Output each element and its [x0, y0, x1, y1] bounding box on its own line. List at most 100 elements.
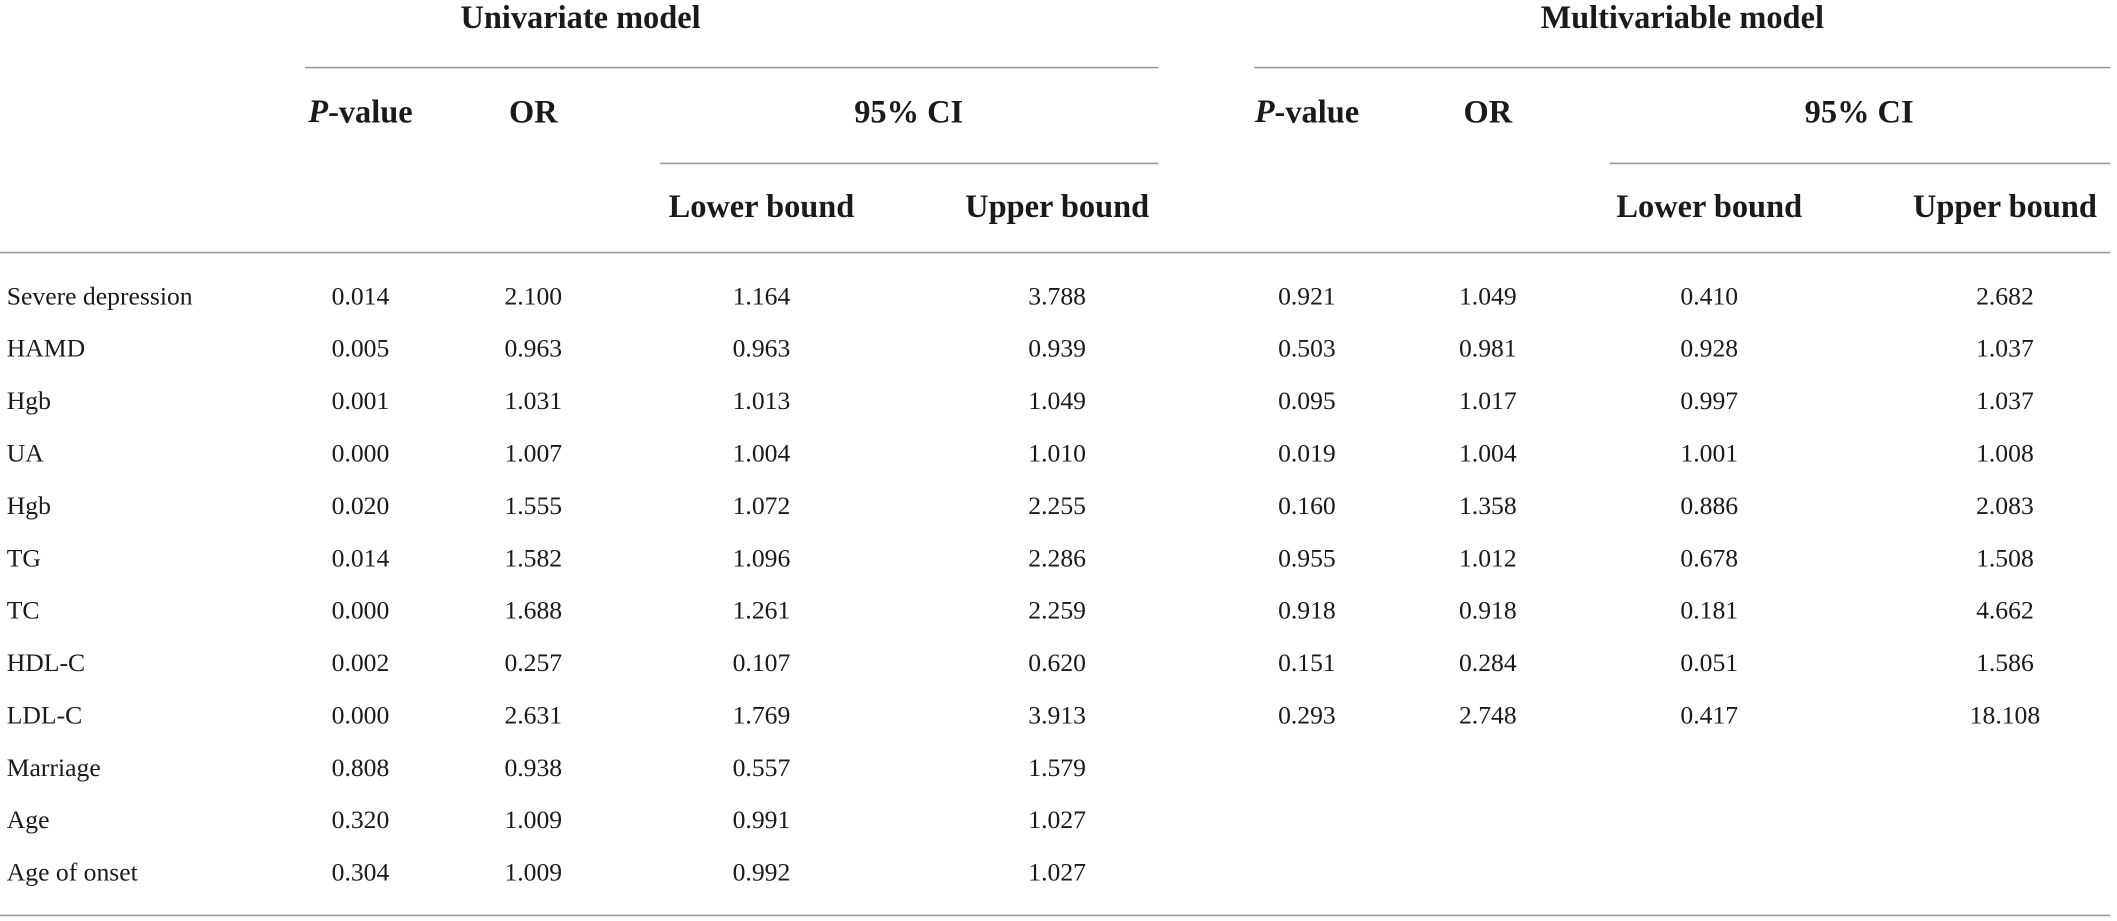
row-label: HDL-C [7, 648, 85, 677]
column-header: 95% CI [854, 94, 963, 130]
cell: 4.662 [1976, 596, 2034, 625]
cell: 0.181 [1680, 596, 1738, 625]
cell: 0.918 [1278, 596, 1336, 625]
cell: 0.000 [332, 439, 390, 468]
row-label: UA [7, 439, 45, 468]
column-header: P-value [307, 94, 412, 130]
cell: 1.582 [504, 543, 562, 572]
cell: 1.012 [1459, 543, 1517, 572]
cell: 18.108 [1970, 700, 2041, 729]
cell: 2.083 [1976, 491, 2034, 520]
cell: 1.027 [1028, 805, 1086, 834]
cell: 2.255 [1028, 491, 1086, 520]
row-label: HAMD [7, 334, 85, 363]
cell: 1.579 [1028, 753, 1086, 782]
cell: 2.748 [1459, 700, 1517, 729]
cell: 0.095 [1278, 386, 1336, 415]
cell: 0.963 [733, 334, 791, 363]
cell: 3.913 [1028, 700, 1086, 729]
cell: 2.100 [504, 281, 562, 310]
cell: 1.010 [1028, 439, 1086, 468]
cell: 2.286 [1028, 543, 1086, 572]
cell: 0.051 [1680, 648, 1738, 677]
cell: 1.164 [733, 281, 791, 310]
cell: 0.918 [1459, 596, 1517, 625]
cell: 0.019 [1278, 439, 1336, 468]
cell: 3.788 [1028, 281, 1086, 310]
cell: 1.027 [1028, 858, 1086, 887]
cell: 1.037 [1976, 386, 2034, 415]
row-label: TG [7, 543, 41, 572]
row-label: Severe depression [7, 281, 193, 310]
cell: 1.261 [733, 596, 791, 625]
cell: 0.002 [332, 648, 390, 677]
cell: 2.259 [1028, 596, 1086, 625]
cell: 0.320 [332, 805, 390, 834]
cell: 0.410 [1680, 281, 1738, 310]
cell: 1.008 [1976, 439, 2034, 468]
cell: 1.555 [504, 491, 562, 520]
cell: 0.678 [1680, 543, 1738, 572]
cell: 0.938 [504, 753, 562, 782]
cell: 0.981 [1459, 334, 1517, 363]
cell: 0.257 [504, 648, 562, 677]
row-label: TC [7, 596, 40, 625]
cell: 0.014 [332, 543, 390, 572]
cell: 1.049 [1459, 281, 1517, 310]
cell: 0.939 [1028, 334, 1086, 363]
cell: 1.007 [504, 439, 562, 468]
cell: 0.000 [332, 700, 390, 729]
cell: 0.005 [332, 334, 390, 363]
cell: 1.009 [504, 858, 562, 887]
cell: 2.631 [504, 700, 562, 729]
row-label: Hgb [7, 491, 51, 520]
cell: 0.997 [1680, 386, 1738, 415]
cell: 0.304 [332, 858, 390, 887]
cell: 2.682 [1976, 281, 2034, 310]
cell: 0.620 [1028, 648, 1086, 677]
cell: 1.072 [733, 491, 791, 520]
cell: 1.769 [733, 700, 791, 729]
group-header: Univariate model [460, 0, 700, 36]
cell: 1.358 [1459, 491, 1517, 520]
cell: 0.107 [733, 648, 791, 677]
cell: 1.508 [1976, 543, 2034, 572]
cell: 0.503 [1278, 334, 1336, 363]
column-header: 95% CI [1805, 94, 1914, 130]
row-label: Marriage [7, 753, 101, 782]
cell: 0.963 [504, 334, 562, 363]
cell: 0.001 [332, 386, 390, 415]
cell: 0.000 [332, 596, 390, 625]
cell: 1.586 [1976, 648, 2034, 677]
column-header: OR [509, 94, 558, 130]
cell: 0.921 [1278, 281, 1336, 310]
subcolumn-header: Upper bound [1913, 189, 2097, 225]
column-header: P-value [1254, 94, 1359, 130]
subcolumn-header: Lower bound [669, 189, 855, 225]
cell: 1.001 [1680, 439, 1738, 468]
cell: 0.928 [1680, 334, 1738, 363]
column-header: OR [1464, 94, 1513, 130]
cell: 0.417 [1680, 700, 1738, 729]
cell: 0.808 [332, 753, 390, 782]
cell: 0.557 [733, 753, 791, 782]
cell: 0.293 [1278, 700, 1336, 729]
subcolumn-header: Upper bound [965, 189, 1149, 225]
subcolumn-header: Lower bound [1616, 189, 1802, 225]
cell: 1.096 [733, 543, 791, 572]
cell: 1.009 [504, 805, 562, 834]
cell: 1.017 [1459, 386, 1517, 415]
row-label: Age of onset [7, 858, 138, 887]
cell: 1.037 [1976, 334, 2034, 363]
row-label: Age [7, 805, 50, 834]
cell: 0.151 [1278, 648, 1336, 677]
cell: 0.955 [1278, 543, 1336, 572]
cell: 0.020 [332, 491, 390, 520]
cell: 0.284 [1459, 648, 1517, 677]
cell: 1.004 [1459, 439, 1517, 468]
cell: 0.160 [1278, 491, 1336, 520]
cell: 1.013 [733, 386, 791, 415]
row-label: Hgb [7, 386, 51, 415]
cell: 1.688 [504, 596, 562, 625]
